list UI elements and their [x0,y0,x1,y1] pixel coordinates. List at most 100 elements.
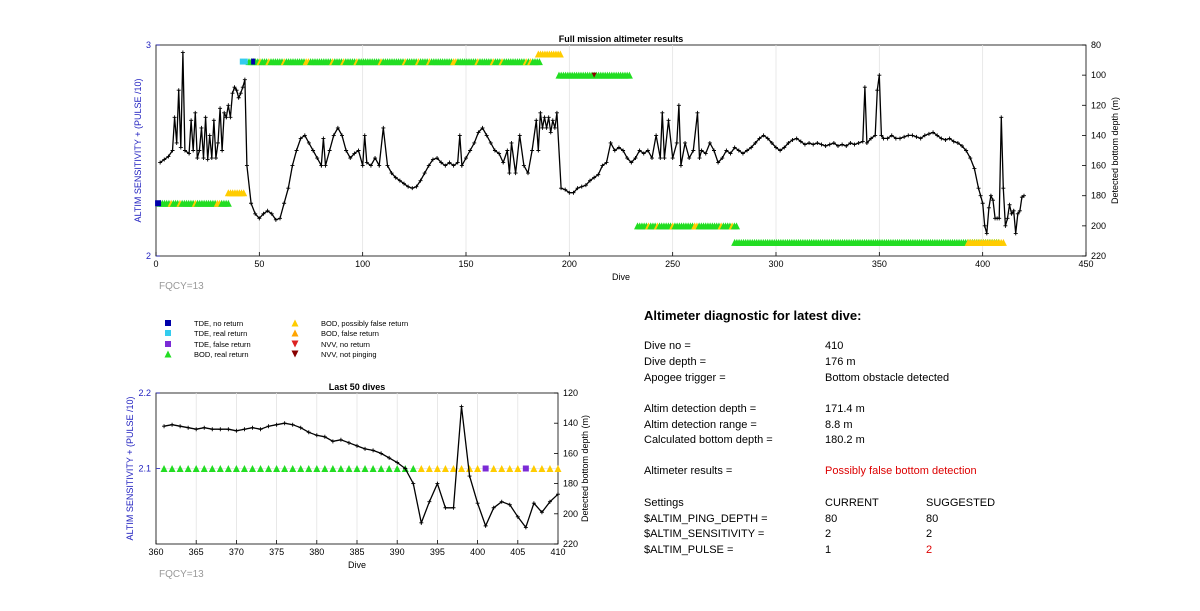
marker-triangle [184,465,192,472]
depth-point [691,148,696,153]
depth-point [244,163,249,168]
depth-point [778,148,783,153]
depth-point [699,148,704,153]
depth-point [521,163,526,168]
depth-point [340,133,344,138]
legend-triangle-marker [291,350,299,358]
depth-point [213,156,218,161]
depth-point [273,217,278,222]
depth-point [393,175,398,180]
settings-suggested-header: SUGGESTED [926,497,996,509]
depth-point [548,130,553,135]
depth-point [250,425,255,430]
depth-point [355,443,359,448]
depth-point [379,451,384,456]
settings-header: Settings [644,497,684,509]
depth-point [955,140,960,145]
marker-triangle [361,465,369,472]
last-50-dives-chart: 360 365 370 375 380 385 390 395 400 405 410 2.1 2.2 1… [125,382,590,580]
depth-point [331,133,336,138]
depth-point [314,433,319,438]
depth-point [242,77,247,82]
depth-point [232,85,237,90]
depth-point [266,424,271,429]
depth-point [356,148,361,153]
altim-detection-depth-label: Altim detection depth = [644,403,757,415]
marker-triangle [289,465,297,472]
depth-point [492,148,497,153]
marker-triangle [200,465,208,472]
depth-point [335,125,340,130]
depth-point [224,115,229,120]
depth-point [687,156,692,161]
depth-point [943,137,948,142]
depth-point [278,216,282,221]
dive-no-value: 410 [825,340,844,352]
depth-point [976,186,981,191]
depth-point [559,186,564,191]
depth-point [346,440,351,445]
depth-point [178,145,183,150]
depth-point [311,148,316,153]
depth-point [189,118,194,123]
depth-point [753,140,758,145]
depth-point [875,88,880,93]
depth-point [697,156,702,161]
depth-point [823,143,828,148]
depth-point [430,157,435,162]
altim-detection-range-label: Altim detection range = [644,419,757,431]
depth-point [249,201,254,206]
depth-point [540,125,545,130]
legend-label: BOD, possibly false return [321,319,408,328]
marker-triangle [417,465,425,472]
chart-title: Full mission altimeter results [559,34,684,44]
y-right-axis-label: Detected bottom depth (m) [1110,97,1120,204]
depth-point [306,430,311,435]
depth-point [419,520,424,525]
depth-point [451,163,456,168]
marker-triangle [393,465,401,472]
depth-point [282,201,287,206]
marker-triangle [313,465,321,472]
depth-point [670,156,675,161]
depth-point [678,163,683,168]
depth-point [501,160,506,165]
y-left-tick-label: 2.2 [138,388,151,398]
depth-point [170,422,175,427]
y-right-tick-label: 120 [1091,100,1106,110]
marker-triangle [297,465,305,472]
depth-point [935,133,940,138]
depth-point [654,133,659,138]
depth-point [1007,202,1012,207]
depth-point [222,110,227,115]
marker-triangle [385,465,393,472]
depth-point [505,148,510,153]
depth-point [910,133,915,138]
depth-point [960,143,964,148]
setting-ping-depth-name: $ALTIM_PING_DEPTH = [644,513,768,525]
y-left-axis-label: ALTIM SENSITIVITY + (PULSE /10) [133,79,143,223]
marker-triangle [265,465,273,472]
depth-point [612,148,617,153]
depth-point [515,514,520,519]
tde-no-return-marker [155,200,162,207]
depth-point [234,88,239,93]
depth-point [556,492,560,497]
depth-point [641,151,646,156]
marker-triangle [321,465,329,472]
depth-point [443,163,448,168]
depth-point [265,208,270,213]
depth-point [831,140,836,145]
legend-label: BOD, false return [321,329,379,338]
depth-point [1013,231,1018,236]
depth-point [240,85,245,90]
depth-point [197,148,202,153]
depth-point [319,163,324,168]
depth-point [327,148,332,153]
depth-point [836,143,840,148]
depth-point [786,140,791,145]
depth-point [906,133,911,138]
depth-point [736,148,741,153]
chart-title: Last 50 dives [329,382,386,392]
depth-point [302,133,307,138]
